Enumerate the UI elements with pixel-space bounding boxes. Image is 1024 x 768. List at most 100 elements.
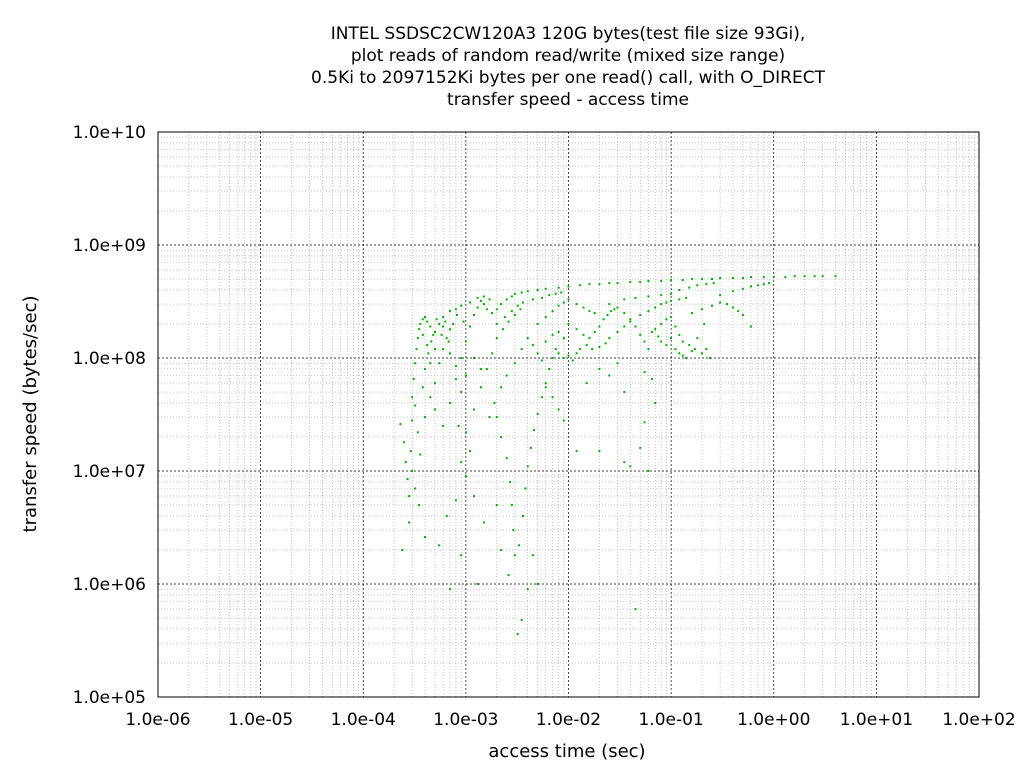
data-point xyxy=(531,344,534,347)
data-point xyxy=(567,285,570,288)
data-point xyxy=(750,285,752,288)
data-point xyxy=(462,320,465,323)
data-point xyxy=(421,318,424,321)
data-point xyxy=(588,337,591,340)
data-point xyxy=(495,416,498,419)
data-point xyxy=(567,298,570,301)
data-point xyxy=(688,344,691,347)
data-point xyxy=(424,536,426,539)
data-point xyxy=(513,362,516,365)
data-point xyxy=(500,386,502,389)
data-point xyxy=(513,554,516,557)
data-point xyxy=(654,402,657,404)
data-point xyxy=(557,408,560,411)
data-point xyxy=(500,549,502,551)
data-point xyxy=(482,521,485,524)
data-point xyxy=(434,382,436,385)
data-point xyxy=(772,276,775,279)
data-point xyxy=(510,310,513,313)
y-tick-label: 1.0e+05 xyxy=(73,688,146,708)
data-point xyxy=(460,357,463,359)
data-point xyxy=(674,325,677,328)
data-point xyxy=(674,348,677,351)
data-point xyxy=(670,292,673,295)
data-point xyxy=(435,318,438,321)
chart-title-line-4: transfer speed - access time xyxy=(447,90,689,110)
data-point xyxy=(502,328,504,331)
grid xyxy=(157,131,980,698)
data-point xyxy=(719,301,722,304)
data-point xyxy=(476,306,479,309)
data-point xyxy=(449,310,451,313)
data-point xyxy=(598,283,601,286)
data-point xyxy=(834,275,837,278)
data-point xyxy=(540,359,543,362)
data-point xyxy=(412,378,415,381)
data-point xyxy=(571,359,574,362)
data-point xyxy=(606,314,609,316)
data-point xyxy=(557,304,560,307)
data-point xyxy=(485,308,488,311)
data-point xyxy=(457,425,460,427)
data-point xyxy=(464,475,467,478)
data-point xyxy=(665,301,668,304)
data-point xyxy=(554,292,557,295)
data-point xyxy=(485,368,488,370)
data-point xyxy=(513,292,516,295)
data-point xyxy=(440,333,443,336)
data-point xyxy=(575,450,578,453)
chart-title-line-3: 0.5Ki to 2097152Ki bytes per one read() … xyxy=(311,68,826,88)
x-tick-label: 1.0e+01 xyxy=(840,710,913,730)
data-point xyxy=(639,314,642,316)
data-point xyxy=(598,368,601,370)
y-tick-label: 1.0e+09 xyxy=(73,236,146,256)
data-point xyxy=(482,303,485,306)
data-point xyxy=(409,450,412,453)
data-point xyxy=(660,323,663,325)
data-point xyxy=(643,421,646,424)
data-point xyxy=(401,549,404,551)
data-point xyxy=(421,386,424,389)
data-point xyxy=(460,461,463,464)
data-point xyxy=(616,331,619,333)
data-point xyxy=(469,450,472,453)
data-point xyxy=(593,312,596,314)
data-point xyxy=(616,306,619,309)
data-point xyxy=(711,304,713,307)
data-point xyxy=(665,344,668,347)
data-point xyxy=(623,298,626,301)
data-point xyxy=(424,416,426,419)
data-point xyxy=(469,301,472,304)
data-point xyxy=(629,465,632,468)
data-point xyxy=(598,325,601,328)
data-point xyxy=(726,303,728,306)
data-point xyxy=(411,396,414,399)
data-point xyxy=(430,340,433,343)
data-point xyxy=(634,608,637,611)
data-point xyxy=(705,283,708,286)
data-point xyxy=(647,348,650,351)
data-point xyxy=(488,298,491,301)
data-point xyxy=(557,286,560,289)
data-point xyxy=(551,357,554,359)
data-point xyxy=(447,340,450,343)
data-point xyxy=(634,296,637,299)
data-point xyxy=(488,416,491,419)
data-point xyxy=(591,348,594,351)
data-point xyxy=(414,362,417,365)
data-point xyxy=(693,348,696,351)
data-point xyxy=(512,529,515,532)
data-point xyxy=(575,352,578,355)
data-point xyxy=(464,374,467,377)
x-tick-label: 1.0e-06 xyxy=(125,710,190,730)
data-point xyxy=(495,308,498,311)
data-point xyxy=(408,521,411,524)
data-point xyxy=(526,465,529,468)
data-point xyxy=(602,318,605,321)
data-point xyxy=(665,318,668,321)
data-point xyxy=(460,391,463,393)
data-point xyxy=(482,295,485,298)
data-point xyxy=(741,277,744,279)
data-point xyxy=(526,337,529,340)
data-point xyxy=(529,446,532,449)
